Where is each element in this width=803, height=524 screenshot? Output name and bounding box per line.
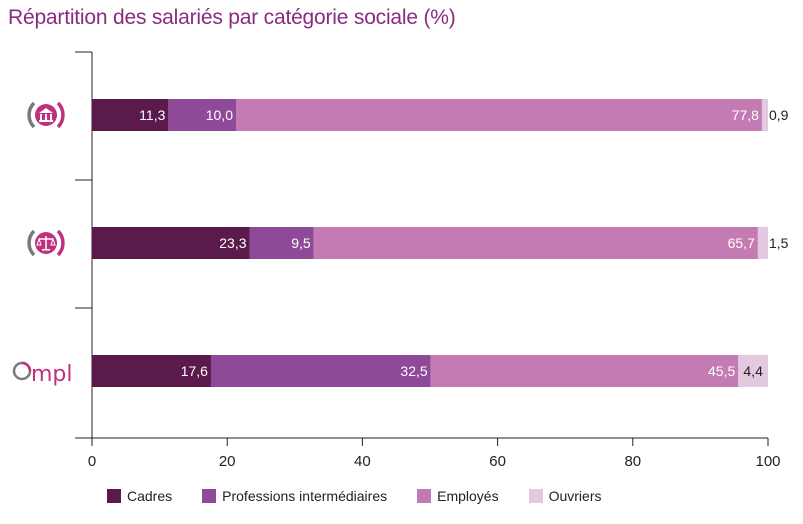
bar-value-label: 11,3 xyxy=(139,107,165,123)
bar-segment xyxy=(92,227,250,259)
ompl-logo: mpl xyxy=(12,361,73,387)
bar-segment xyxy=(430,355,739,387)
bar-segment xyxy=(313,227,758,259)
bar-value-label: 77,8 xyxy=(732,107,759,123)
bars-group: 11,3 10,0 77,8 0,9 23,3 9,5 65,7 1,5 17,6 32,5 45,… xyxy=(92,99,789,387)
legend-swatch xyxy=(417,489,432,503)
legend-label: Ouvriers xyxy=(548,488,602,504)
bar-value-label: 17,6 xyxy=(181,363,208,379)
x-tick-label: 40 xyxy=(354,453,371,470)
bar-value-label: 65,7 xyxy=(728,235,755,251)
bar-value-label: 32,5 xyxy=(400,363,427,379)
legend-swatch xyxy=(528,489,543,503)
justice-scales-icon xyxy=(27,229,65,257)
x-tick-label: 20 xyxy=(219,453,236,470)
chart-legend: Cadres Professions intermédiaires Employés… xyxy=(107,488,601,504)
legend-item: Employés xyxy=(417,488,499,504)
bar-value-label: 23,3 xyxy=(219,235,246,251)
x-tick-label: 80 xyxy=(624,453,641,470)
legend-swatch xyxy=(107,489,121,503)
x-tick-label: 60 xyxy=(489,453,506,470)
legend-item: Ouvriers xyxy=(528,488,602,504)
svg-text:mpl: mpl xyxy=(31,362,73,387)
bar-segment xyxy=(235,99,762,131)
x-tick-label: 100 xyxy=(755,453,780,470)
bar-segment xyxy=(249,227,314,259)
legend-label: Professions intermédiaires xyxy=(222,488,388,504)
bar-segment xyxy=(738,355,768,387)
bar-segment xyxy=(210,355,431,387)
legend-item: Cadres xyxy=(107,488,172,504)
legend-item: Professions intermédiaires xyxy=(202,488,387,504)
bar-segment xyxy=(92,355,211,387)
bar-value-label: 9,5 xyxy=(291,235,311,251)
legend-swatch xyxy=(202,489,217,503)
bar-segment xyxy=(761,99,768,131)
bar-value-label: 1,5 xyxy=(769,235,789,251)
bar-segment xyxy=(168,99,236,131)
bar-value-label: 10,0 xyxy=(206,107,233,123)
x-tick-label: 0 xyxy=(88,453,96,470)
bar-value-label: 4,4 xyxy=(743,363,763,379)
bar-segment xyxy=(757,227,768,259)
x-axis-ticks: 0 20 40 60 80 100 xyxy=(88,438,781,470)
legend-label: Cadres xyxy=(127,488,173,504)
legend-label: Employés xyxy=(437,488,499,504)
bar-value-label: 0,9 xyxy=(769,107,789,123)
bar-segment xyxy=(92,99,169,131)
bar-value-label: 45,5 xyxy=(708,363,735,379)
y-axis xyxy=(75,51,93,439)
chart-title: Répartition des salariés par catégorie s… xyxy=(8,6,456,29)
institution-building-icon xyxy=(27,101,65,129)
